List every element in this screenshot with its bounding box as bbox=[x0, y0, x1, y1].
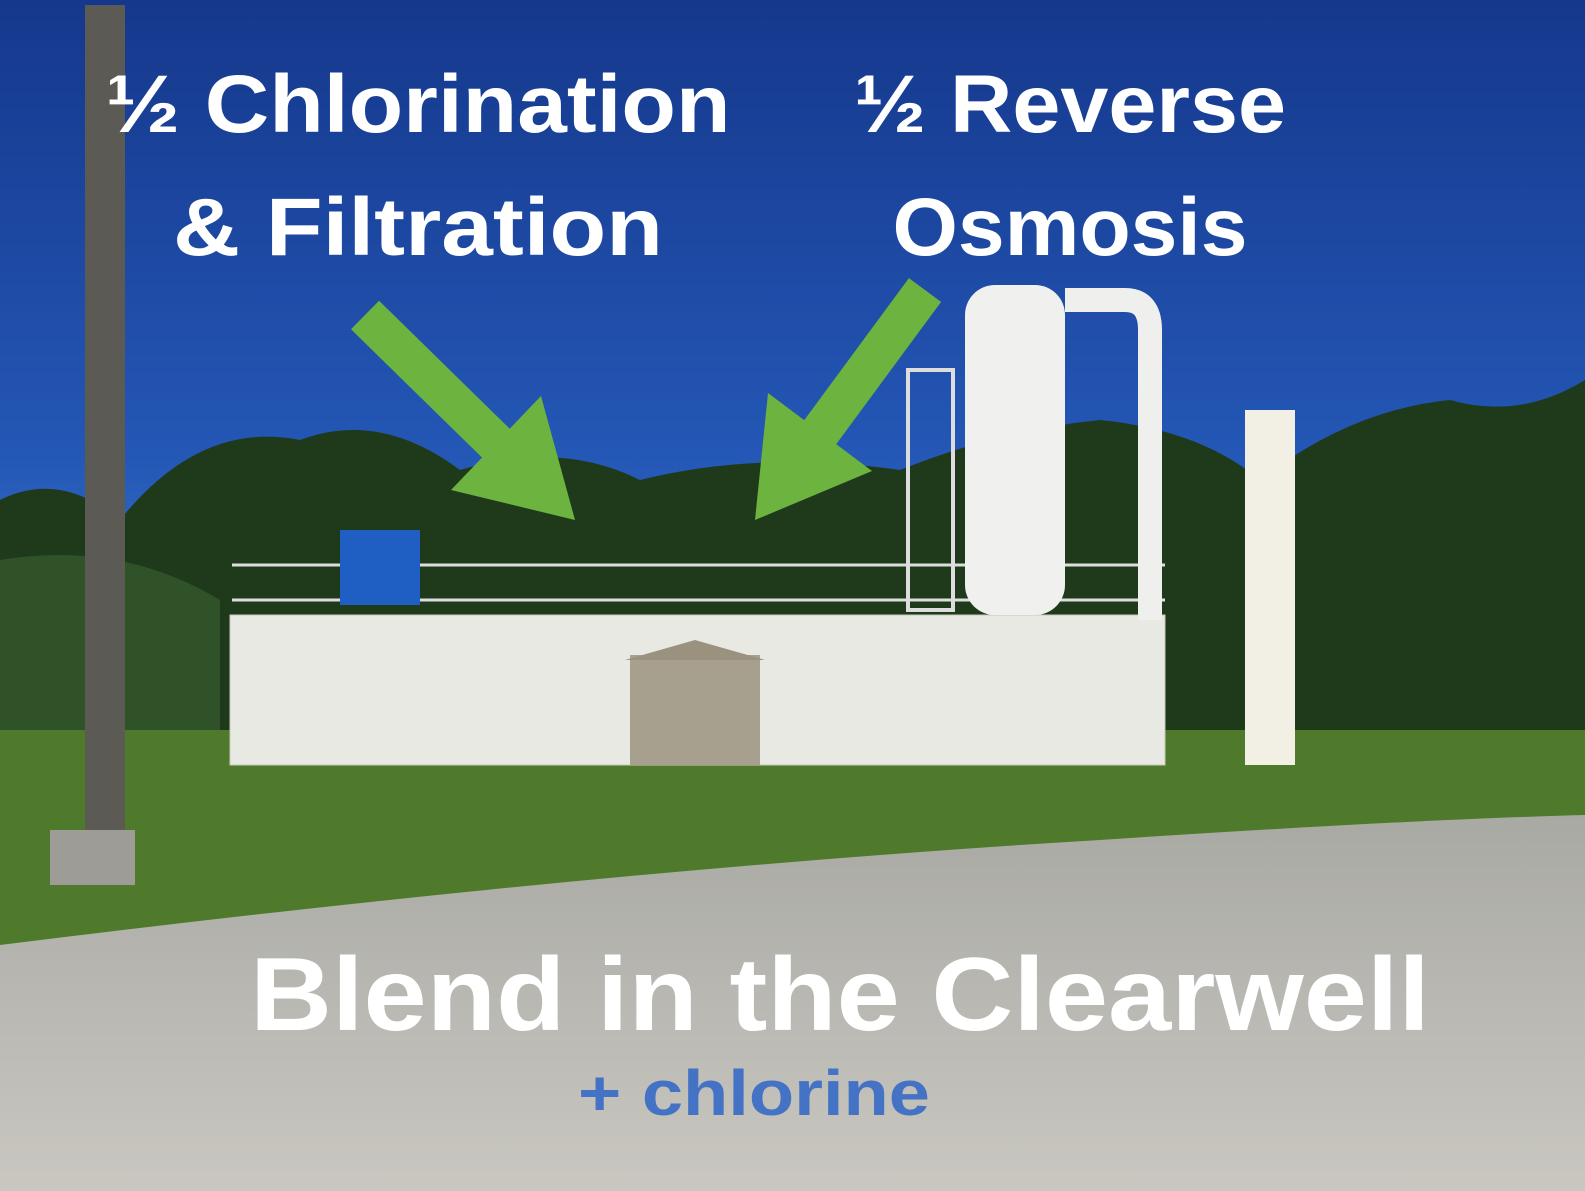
left-label-line: & Filtration bbox=[173, 182, 663, 273]
right-label-line: Osmosis bbox=[893, 182, 1248, 273]
photo-slide: ½ Chlorination & Filtration ½ Reverse Os… bbox=[0, 0, 1585, 1191]
scrubber bbox=[1245, 410, 1295, 765]
blue-valves bbox=[340, 530, 420, 605]
shed bbox=[630, 655, 760, 765]
page: ½ Chlorination & Filtration ½ Reverse Os… bbox=[0, 0, 1585, 1191]
bottom-label: Blend in the Clearwell bbox=[250, 937, 1430, 1053]
tower bbox=[965, 285, 1065, 615]
note-label: + chlorine bbox=[578, 1057, 930, 1129]
pole-base bbox=[50, 830, 135, 885]
right-label-line: ½ Reverse bbox=[854, 59, 1286, 150]
left-label-line: ½ Chlorination bbox=[106, 59, 731, 150]
